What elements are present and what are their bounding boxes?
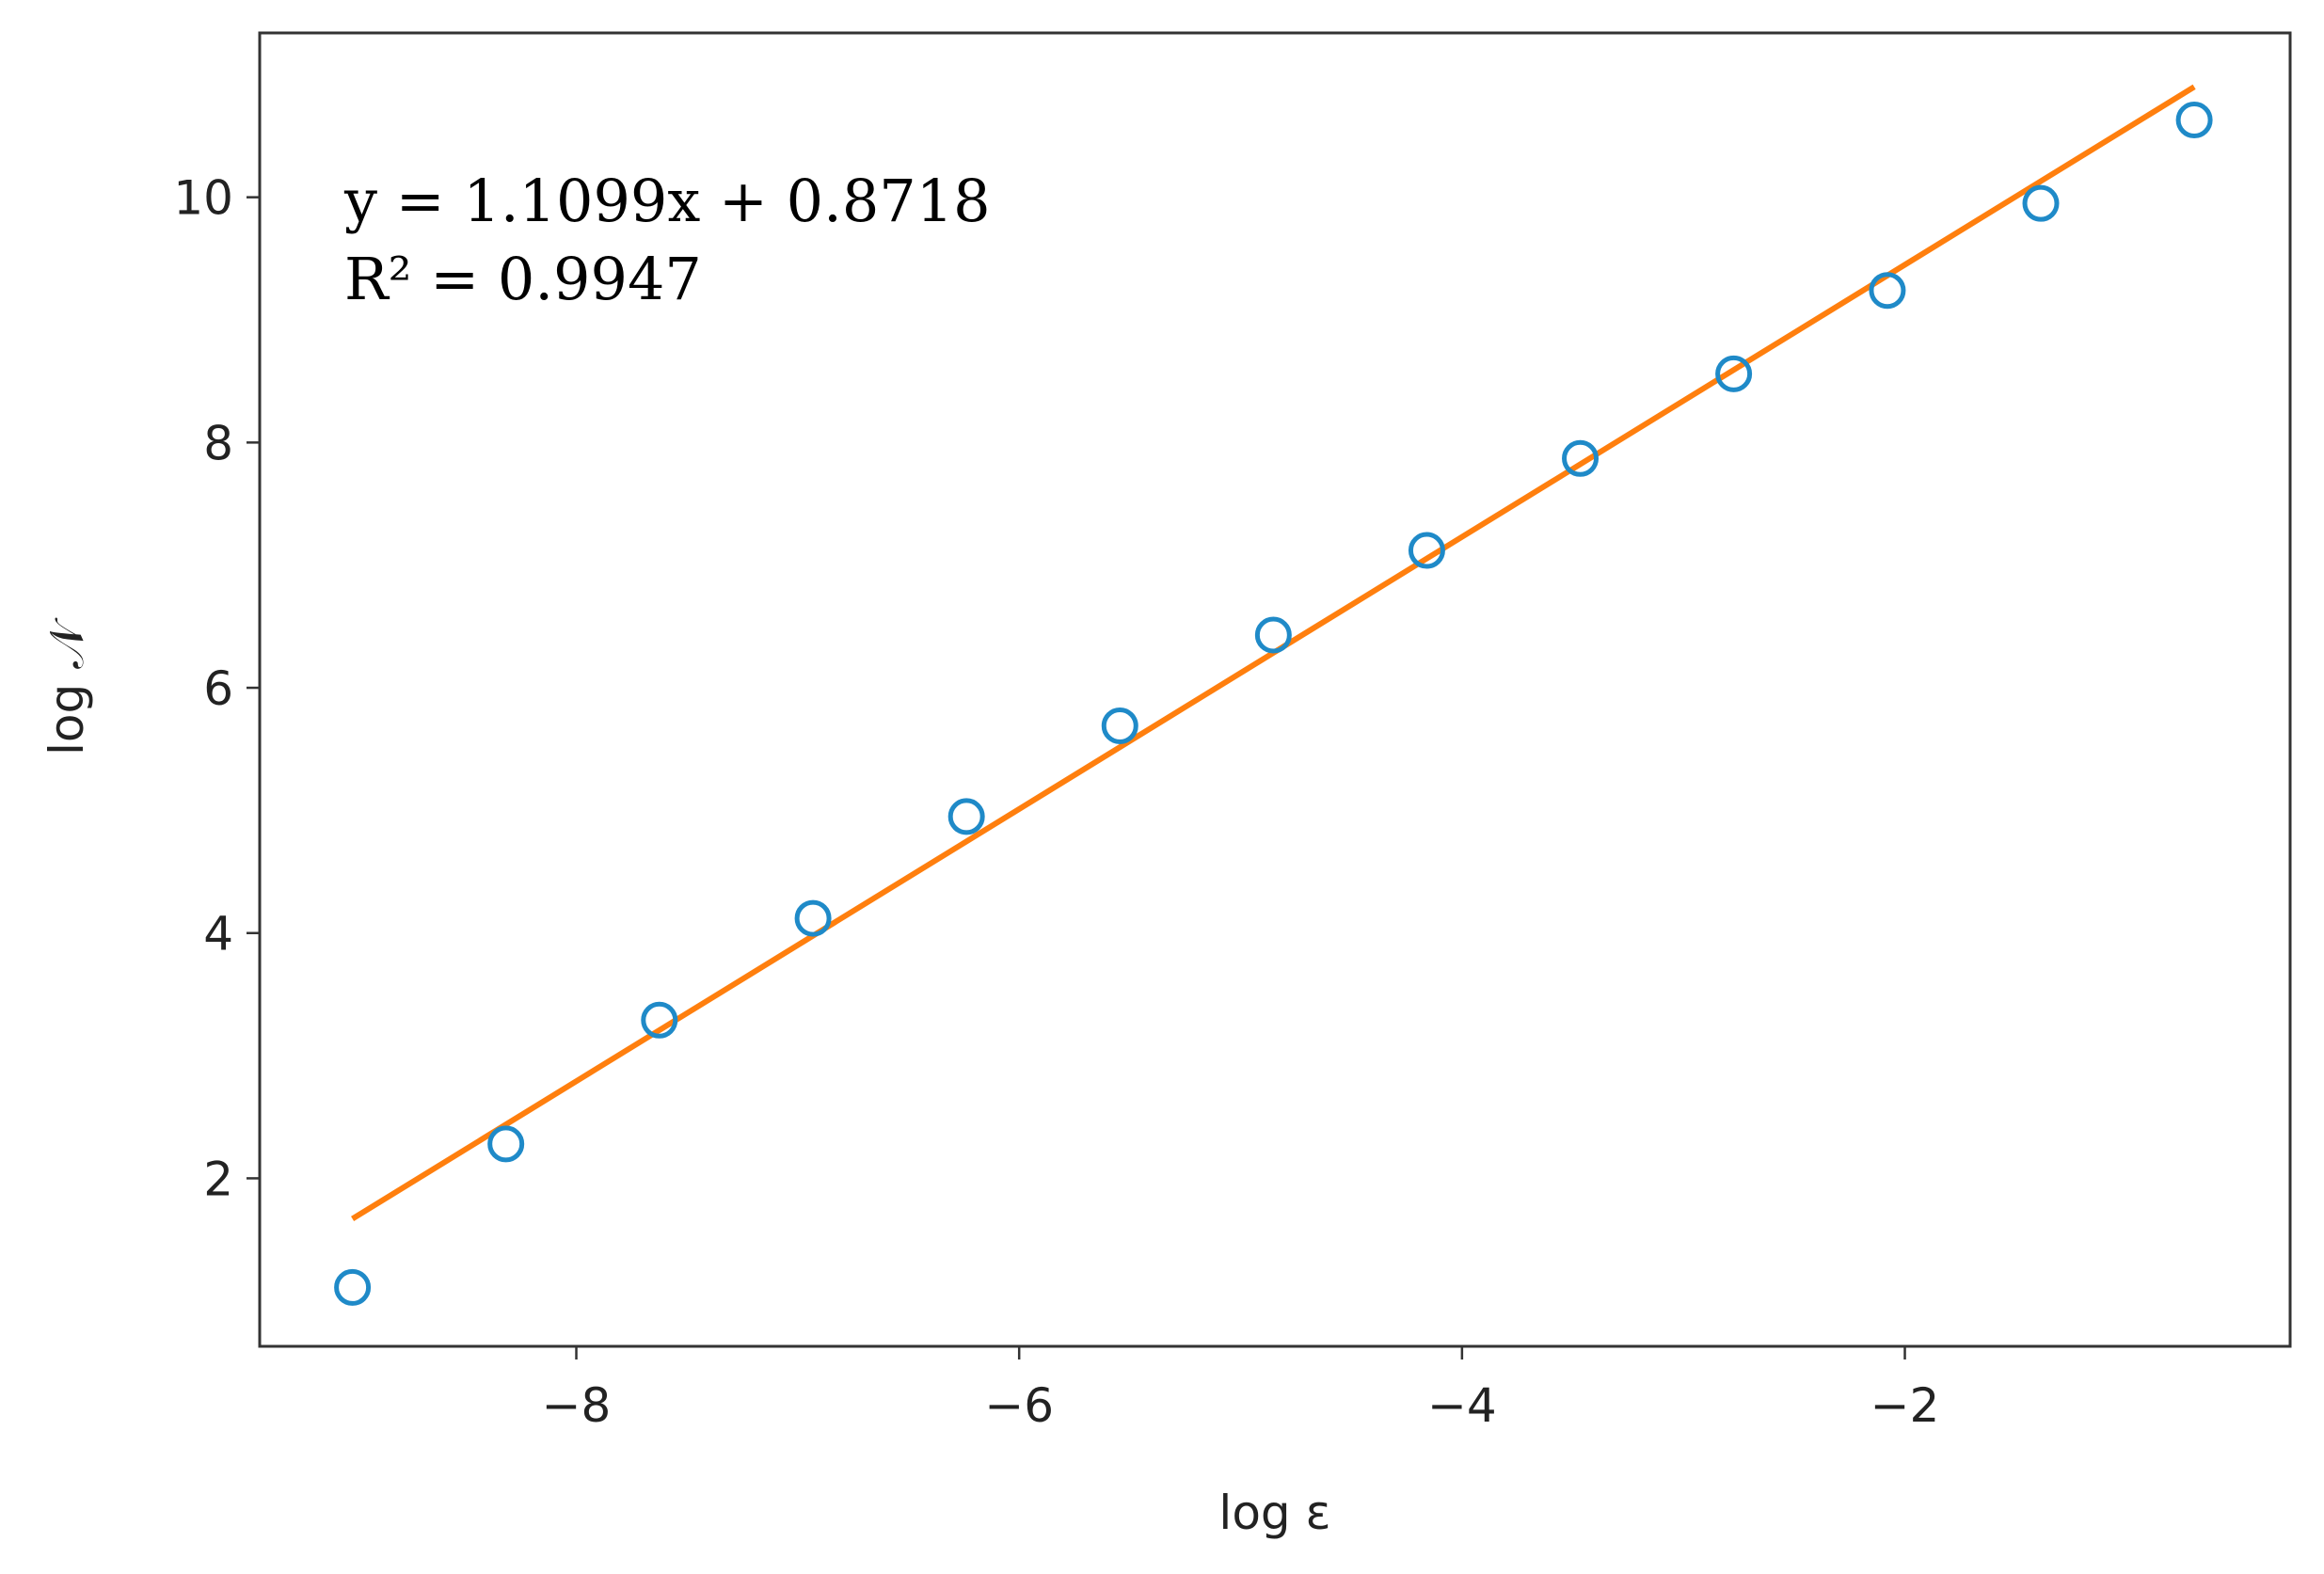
data-point-marker <box>1562 439 1600 477</box>
data-point-marker <box>947 798 985 835</box>
y-axis-label: log 𝒩 <box>40 617 94 755</box>
x-tick-label: −6 <box>984 1378 1054 1433</box>
r-squared: R² = 0.9947 <box>344 245 702 313</box>
data-point-marker <box>641 1001 678 1039</box>
plot-area <box>334 84 2213 1306</box>
axes-frame <box>258 31 2292 1348</box>
y-tick-label: 8 <box>203 416 233 470</box>
data-point-marker <box>1254 616 1292 654</box>
data-point-marker <box>2175 102 2213 139</box>
x-tick-label: −8 <box>542 1378 612 1433</box>
data-point-marker <box>334 1268 372 1306</box>
y-tick-label: 2 <box>203 1152 233 1206</box>
data-point-marker <box>1408 532 1445 569</box>
x-axis-ticks: −8 −6 −4 −2 <box>542 1346 1940 1433</box>
data-point-marker <box>2022 184 2060 222</box>
fit-equation: y = 1.1099x + 0.8718 <box>343 167 991 235</box>
data-point-marker <box>487 1125 525 1163</box>
x-axis-label: log ε <box>1218 1486 1330 1540</box>
data-point-marker <box>1715 355 1753 392</box>
x-tick-label: −4 <box>1427 1378 1497 1433</box>
y-tick-label: 6 <box>203 661 233 716</box>
x-tick-label: −2 <box>1870 1378 1940 1433</box>
y-axis-ticks: 2 4 6 8 10 <box>173 171 260 1206</box>
data-point-marker <box>794 899 832 937</box>
data-point-marker <box>1869 272 1906 310</box>
data-point-marker <box>1101 707 1138 744</box>
y-tick-label: 10 <box>173 171 233 226</box>
y-tick-label: 4 <box>203 907 233 962</box>
